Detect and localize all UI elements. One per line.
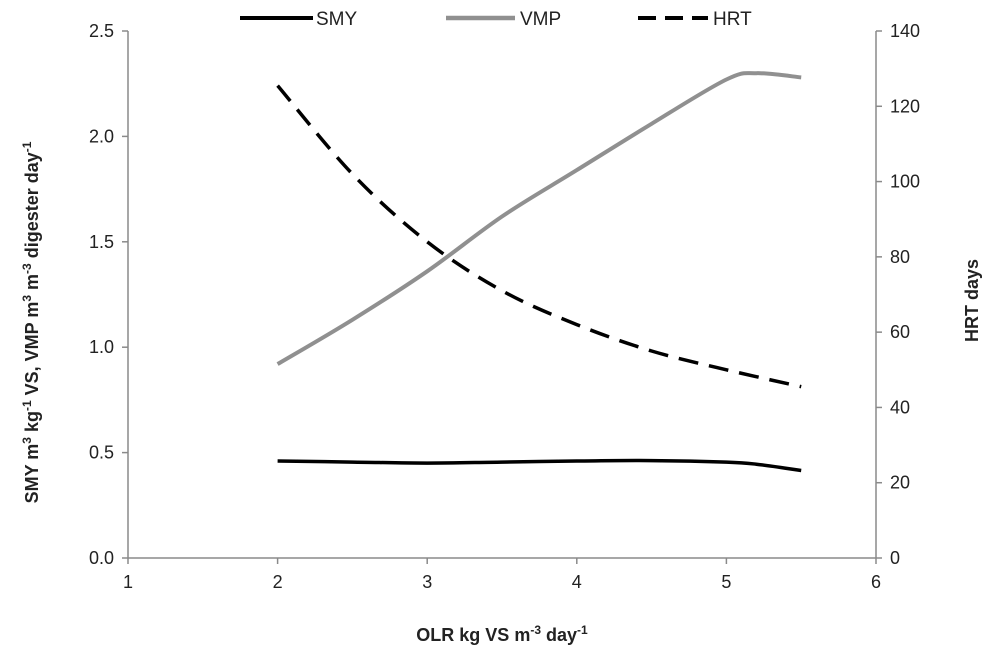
y-right-tick-label: 140 [890,21,920,41]
y-right-tick-label: 100 [890,172,920,192]
legend-label-smy: SMY [316,9,358,30]
y-left-tick-label: 1.0 [89,337,114,357]
y-right-tick-label: 40 [890,397,910,417]
y-left-tick-label: 1.5 [89,232,114,252]
y-left-tick-label: 2.5 [89,21,114,41]
axes: 1 2 3 4 5 6 0.0 0.5 1.0 1.5 2.0 2.5 0 20 40 60 80 100 120 1… [89,21,920,592]
x-tick-label: 5 [721,572,731,592]
y-left-tick-label: 0.5 [89,443,114,463]
y-right-tick-label: 80 [890,247,910,267]
legend-label-hrt: HRT [713,9,752,30]
y-right-axis-title: HRT days [962,259,982,342]
y-left-tick-label: 0.0 [89,548,114,568]
x-axis-title: OLR kg VS m-3 day-1 [416,623,588,645]
x-tick-label: 4 [572,572,582,592]
y-right-tick-label: 0 [890,548,900,568]
x-tick-label: 2 [273,572,283,592]
legend: SMY VMP HRT [240,9,752,30]
x-tick-label: 6 [871,572,881,592]
y-right-tick-label: 60 [890,322,910,342]
x-tick-label: 3 [422,572,432,592]
series-line-smy [277,458,802,473]
y-left-axis-title: SMY m3 kg-1 VS, VMP m3 m-3 digester day-… [20,141,42,503]
y-right-tick-label: 120 [890,96,920,116]
y-left-tick-label: 2.0 [89,126,114,146]
legend-label-vmp: VMP [520,9,561,30]
y-right-tick-label: 20 [890,473,910,493]
x-tick-label: 1 [123,572,133,592]
series-layer [276,71,802,473]
series-line-hrt [276,84,802,389]
series-line-vmp [276,71,802,366]
